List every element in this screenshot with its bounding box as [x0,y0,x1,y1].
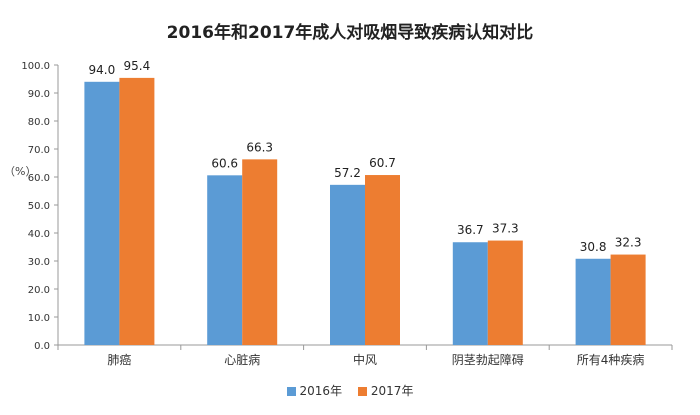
x-tick-label: 中风 [353,352,377,367]
bar-2017年 [487,240,523,345]
data-label: 94.0 [89,63,116,77]
bar-2016年 [575,258,611,345]
data-label: 36.7 [457,223,484,237]
data-label: 95.4 [124,59,151,73]
chart-title: 2016年和2017年成人对吸烟导致疾病认知对比 [166,23,534,43]
y-tick-label: 70.0 [28,145,50,156]
y-tick-label: 40.0 [28,229,50,240]
legend-swatch-2017 [357,387,367,396]
bar-2017年 [365,175,400,345]
x-tick-label: 心脏病 [224,352,260,367]
legend-label-2016: 2016年 [299,384,343,398]
y-tick-label: 0.0 [34,341,50,352]
y-tick-label: 100.0 [21,61,50,72]
x-tick-label: 阴茎勃起障碍 [452,352,524,367]
legend-item-2016: 2016年 [286,382,343,399]
x-tick-label: 所有4种疾病 [577,352,645,367]
bar-2017年 [610,254,646,345]
legend-label-2017: 2017年 [370,384,414,398]
y-tick-label: 20.0 [28,285,50,296]
data-label: 57.2 [334,166,361,180]
legend-item-2017: 2017年 [357,382,414,399]
y-tick-label: 30.0 [28,257,50,268]
data-label: 60.6 [211,156,238,170]
legend: 2016年 2017年 [0,382,700,399]
bar-2016年 [207,175,243,345]
y-tick-label: 90.0 [28,89,50,100]
bar-2016年 [452,242,488,345]
data-label: 37.3 [492,222,519,236]
y-tick-label: 80.0 [28,117,50,128]
data-label: 30.8 [580,240,607,254]
data-label: 60.7 [369,156,396,170]
y-tick-label: 60.0 [28,173,50,184]
legend-swatch-2016 [286,387,296,396]
bar-2016年 [330,184,365,345]
y-tick-label: 10.0 [28,313,50,324]
bar-2017年 [119,77,155,345]
data-label: 66.3 [246,140,273,154]
x-tick-label: 肺癌 [107,352,131,367]
y-tick-label: 50.0 [28,201,50,212]
bar-2016年 [84,81,120,346]
data-label: 32.3 [615,236,642,250]
bar-2017年 [242,159,278,345]
